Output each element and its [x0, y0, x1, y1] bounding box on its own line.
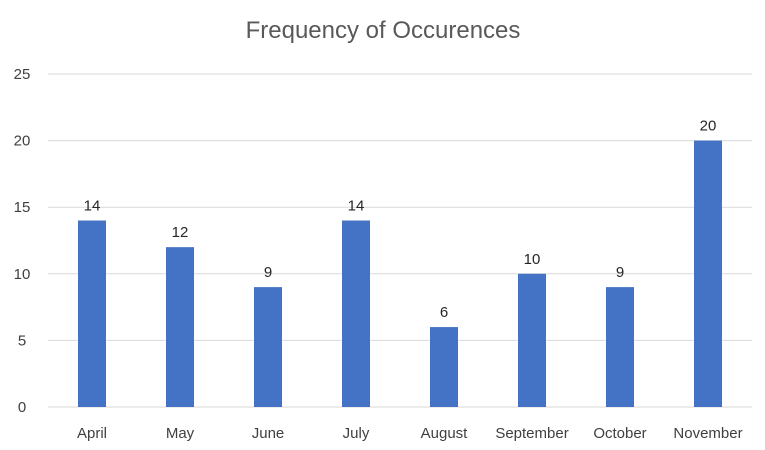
bar [342, 220, 370, 407]
data-label: 6 [440, 304, 448, 321]
bar [518, 273, 546, 407]
bars [78, 140, 722, 407]
x-axis-ticks: April May June July August September October No… [77, 425, 743, 442]
data-label: 20 [700, 118, 717, 135]
y-tick-label: 10 [14, 266, 31, 283]
bar [254, 287, 282, 407]
y-tick-label: 25 [14, 66, 31, 83]
data-label: 14 [84, 198, 101, 215]
bar [166, 247, 194, 407]
data-label: 10 [524, 251, 541, 268]
bar [430, 327, 458, 407]
data-label: 9 [264, 264, 272, 281]
bar [606, 287, 634, 407]
data-label: 9 [616, 264, 624, 281]
y-tick-label: 15 [14, 199, 31, 216]
x-tick-label: April [77, 425, 107, 442]
x-tick-label: October [593, 425, 646, 442]
y-axis-ticks: 0 5 10 15 20 25 [14, 66, 31, 416]
data-label: 14 [348, 198, 365, 215]
x-tick-label: July [343, 425, 370, 442]
x-tick-label: August [421, 425, 469, 442]
gridlines [48, 73, 752, 408]
y-tick-label: 20 [14, 133, 31, 150]
x-tick-label: May [166, 425, 195, 442]
x-tick-label: November [673, 425, 742, 442]
bar [78, 220, 106, 407]
y-tick-label: 0 [18, 399, 26, 416]
x-tick-label: June [252, 425, 285, 442]
chart-title: Frequency of Occurences [246, 17, 521, 44]
y-tick-label: 5 [18, 332, 26, 349]
data-label: 12 [172, 224, 189, 241]
bar [694, 140, 722, 407]
data-labels: 14 12 9 14 6 10 9 20 [84, 118, 717, 321]
x-tick-label: September [495, 425, 568, 442]
